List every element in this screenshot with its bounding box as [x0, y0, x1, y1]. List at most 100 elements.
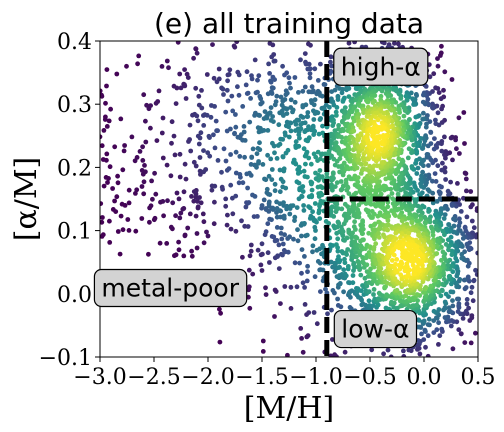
data-point: [331, 175, 336, 181]
data-point: [454, 273, 460, 279]
data-point: [261, 197, 267, 203]
data-point: [234, 41, 240, 45]
data-point: [421, 110, 426, 116]
data-point: [393, 230, 399, 236]
data-point: [393, 261, 398, 267]
data-point: [368, 121, 373, 127]
data-point: [182, 161, 188, 167]
data-point: [270, 205, 276, 211]
data-point: [219, 169, 224, 175]
data-point: [188, 148, 194, 154]
data-point: [341, 289, 346, 295]
data-point: [201, 240, 207, 246]
data-point: [297, 135, 302, 141]
data-point: [290, 203, 296, 209]
data-point: [118, 213, 124, 219]
data-point: [300, 349, 306, 355]
data-point: [160, 115, 166, 121]
data-point: [396, 163, 402, 169]
data-point: [303, 151, 309, 157]
data-point: [342, 271, 348, 277]
data-point: [317, 260, 323, 266]
data-point: [382, 244, 388, 250]
data-point: [475, 250, 478, 256]
data-point: [146, 251, 151, 257]
data-point: [319, 192, 325, 198]
data-point: [385, 347, 391, 353]
data-point: [280, 241, 286, 247]
data-point: [185, 225, 191, 231]
data-point: [277, 167, 283, 173]
data-point: [267, 192, 273, 198]
data-point: [218, 310, 224, 316]
annotation-background: [333, 309, 418, 349]
data-point: [137, 149, 143, 154]
data-point: [448, 135, 454, 141]
data-point: [473, 267, 478, 273]
data-point: [280, 179, 286, 185]
data-point: [193, 213, 199, 219]
data-point: [311, 117, 317, 122]
data-point: [378, 270, 383, 276]
data-point: [436, 342, 441, 347]
data-point: [211, 132, 216, 138]
data-point: [243, 82, 249, 88]
data-point: [451, 216, 456, 222]
data-point: [174, 85, 180, 91]
data-point: [300, 104, 306, 110]
data-point: [431, 278, 437, 283]
data-point: [460, 316, 466, 321]
data-point: [461, 195, 466, 201]
data-point: [164, 58, 170, 64]
data-point: [369, 347, 375, 353]
data-point: [371, 292, 376, 297]
data-point: [110, 186, 115, 191]
data-point: [419, 331, 424, 337]
data-point: [341, 267, 347, 273]
data-point: [355, 286, 361, 291]
data-point: [259, 268, 265, 273]
data-point: [191, 198, 197, 204]
data-point: [181, 253, 187, 259]
data-point: [436, 90, 442, 95]
data-point: [301, 208, 307, 213]
data-point: [340, 233, 346, 239]
data-point: [437, 333, 443, 339]
data-point: [288, 85, 293, 91]
data-point: [443, 177, 448, 182]
data-point: [433, 85, 438, 91]
data-point: [302, 221, 307, 226]
data-point: [195, 118, 201, 124]
data-point: [418, 136, 423, 141]
data-point: [385, 204, 391, 210]
data-point: [185, 75, 191, 80]
data-point: [302, 254, 307, 259]
data-point: [464, 188, 469, 194]
data-point: [282, 284, 288, 289]
data-point: [115, 180, 121, 186]
data-point: [456, 223, 462, 229]
data-point: [148, 203, 154, 209]
data-point: [307, 71, 313, 76]
data-point: [457, 151, 462, 156]
data-point: [351, 128, 357, 134]
data-point: [212, 145, 218, 151]
data-point: [120, 227, 126, 233]
data-point: [404, 207, 409, 213]
data-point: [105, 180, 110, 185]
data-point: [212, 199, 217, 205]
data-point: [256, 159, 261, 164]
data-point: [362, 192, 367, 198]
data-point: [406, 295, 412, 301]
data-point: [152, 215, 158, 221]
data-point: [462, 141, 467, 146]
data-point: [282, 232, 287, 238]
data-point: [450, 157, 455, 163]
data-point: [263, 177, 269, 183]
data-point: [310, 209, 315, 215]
data-point: [318, 61, 323, 67]
data-point: [204, 72, 210, 77]
data-point: [391, 252, 397, 258]
data-point: [430, 200, 436, 206]
annotation-background: [93, 268, 248, 308]
